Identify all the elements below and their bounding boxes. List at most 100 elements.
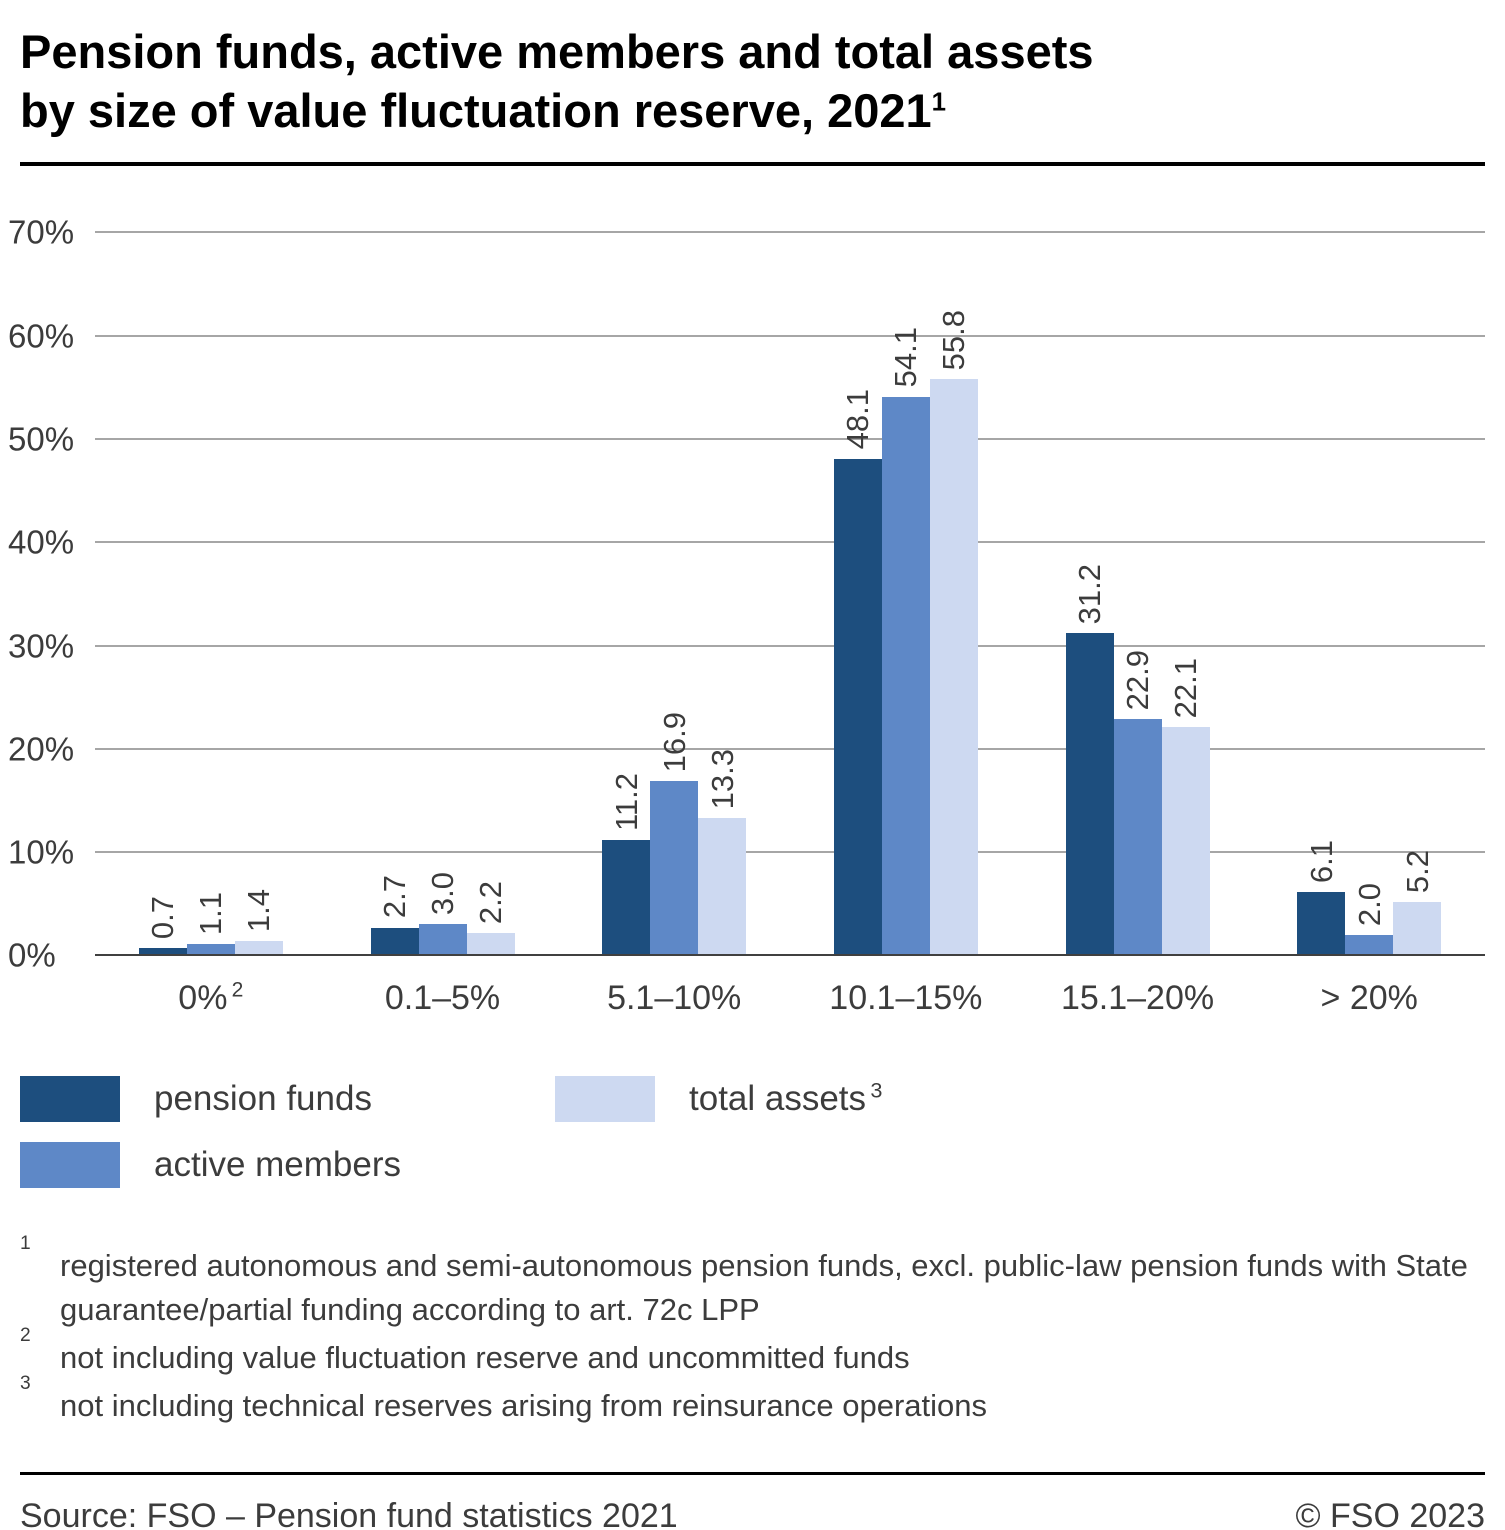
bar-wrap: 55.8	[929, 232, 978, 956]
category-footnote-marker: 2	[227, 979, 244, 1003]
bar-wrap: 3.0	[418, 232, 467, 956]
bar-wrap: 54.1	[881, 232, 930, 956]
title-divider-rule	[20, 162, 1485, 167]
footer-divider-rule	[20, 1472, 1485, 1475]
legend-swatch	[20, 1142, 120, 1189]
bar-wrap: 22.9	[1113, 232, 1162, 956]
gridline	[95, 644, 1485, 647]
y-axis-tick-label: 40%	[8, 523, 75, 561]
x-axis-line	[95, 954, 1485, 957]
bar-value-label: 22.1	[1168, 657, 1204, 719]
bar-active-members	[1345, 934, 1394, 956]
footnote-3: 3 not including technical reserves arisi…	[20, 1373, 1485, 1428]
bar-group: 2.7 3.0 2.2	[327, 232, 559, 956]
bar-value-label: 48.1	[840, 389, 876, 450]
legend: pension funds active members total assets …	[20, 1076, 1485, 1189]
gridline	[95, 747, 1485, 750]
bar-wrap: 13.3	[698, 232, 747, 956]
legend-label: active members	[154, 1145, 402, 1185]
y-axis-tick-label: 50%	[8, 420, 75, 458]
y-axis-tick-label: 0%	[8, 936, 56, 974]
legend-item-active-members: active members	[20, 1142, 555, 1189]
bar-wrap: 1.4	[234, 232, 283, 956]
title-line2: by size of value fluctuation reserve, 20…	[20, 84, 932, 138]
bar-value-label: 31.2	[1072, 563, 1108, 625]
bar-active-members	[650, 780, 699, 956]
footnote-2-text: not including value fluctuation reserve …	[60, 1340, 910, 1376]
bar-value-label: 54.1	[888, 327, 924, 388]
gridline	[95, 334, 1485, 337]
footnote-1-text: registered autonomous and semi-autonomou…	[60, 1248, 1468, 1328]
x-axis-category-label: 5.1–10%	[607, 979, 742, 1018]
bar-value-label: 55.8	[936, 309, 972, 371]
bar-group: 48.1 54.1 55.8	[790, 232, 1022, 956]
title-footnote-marker: 1	[931, 88, 947, 117]
gridline	[95, 541, 1485, 544]
bar-active-members	[186, 944, 235, 956]
bar-value-label: 1.1	[193, 891, 229, 936]
legend-footnote-marker: 3	[866, 1077, 883, 1103]
footnote-3-text: not including technical reserves arising…	[60, 1388, 988, 1424]
bar-wrap: 5.2	[1393, 232, 1442, 956]
bar-value-label: 0.7	[145, 896, 181, 940]
bar-wrap: 31.2	[1065, 232, 1114, 956]
bar-pension-funds	[138, 948, 187, 956]
bar-total-assets	[234, 940, 283, 956]
footnote-3-marker: 3	[20, 1373, 31, 1395]
bar-value-label: 6.1	[1303, 840, 1339, 884]
bar-value-label: 22.9	[1120, 649, 1156, 710]
bar-active-members	[1113, 718, 1162, 956]
bar-total-assets	[466, 932, 515, 956]
bar-value-label: 2.2	[473, 880, 508, 924]
bar-wrap: 0.7	[138, 232, 187, 956]
bar-value-label: 2.0	[1351, 882, 1387, 926]
bar-group: 6.1 2.0 5.2	[1253, 232, 1485, 956]
bar-wrap: 22.1	[1161, 232, 1210, 956]
bar-pension-funds	[602, 839, 651, 956]
bar-wrap: 48.1	[833, 232, 882, 956]
page: Pension funds, active members and total …	[0, 22, 1505, 1530]
bar-pension-funds	[1065, 633, 1114, 956]
legend-label: total assets 3	[689, 1077, 883, 1119]
x-axis-category-label: 10.1–15%	[829, 979, 983, 1018]
bar-value-label: 11.2	[608, 772, 644, 831]
bar-wrap: 16.9	[650, 232, 699, 956]
bar-wrap: 2.0	[1345, 232, 1394, 956]
bar-group: 11.2 16.9 13.3	[558, 232, 790, 956]
legend-swatch	[555, 1076, 655, 1123]
bar-value-label: 2.7	[377, 875, 412, 919]
bar-wrap: 1.1	[186, 232, 235, 956]
legend-label: pension funds	[154, 1079, 372, 1119]
bar-pension-funds	[833, 458, 882, 956]
title-line1: Pension funds, active members and total …	[20, 25, 1094, 78]
bar-total-assets	[698, 818, 747, 956]
bar-value-label: 13.3	[704, 748, 740, 810]
bar-total-assets	[1161, 727, 1210, 956]
bar-total-assets	[1393, 901, 1442, 956]
bar-value-label: 3.0	[425, 872, 460, 916]
x-axis-category-label: 0% 2	[178, 979, 244, 1018]
y-axis-tick-label: 60%	[8, 317, 75, 355]
footnote-1-marker: 1	[20, 1233, 31, 1255]
bar-total-assets	[929, 379, 978, 956]
bar-group: 0.7 1.1 1.4	[95, 232, 327, 956]
bar-active-members	[418, 924, 467, 956]
footnote-1: 1 registered autonomous and semi-autonom…	[20, 1233, 1485, 1332]
legend-item-total-assets: total assets 3	[555, 1076, 1485, 1123]
y-axis-tick-label: 70%	[8, 213, 75, 251]
footnotes: 1 registered autonomous and semi-autonom…	[20, 1233, 1485, 1428]
bar-wrap: 2.7	[370, 232, 419, 956]
gridline	[95, 851, 1485, 854]
bar-value-label: 1.4	[241, 888, 277, 932]
gridline	[95, 438, 1485, 441]
bar-chart: 0% 10% 20% 30% 40% 50% 60% 70% 0.7 1.1 1.4 2.7 3.0 2.…	[8, 216, 1485, 1018]
bar-groups: 0.7 1.1 1.4 2.7 3.0 2.2 11.2 16.9 13.3 48.1 54.1 55…	[95, 232, 1485, 956]
bar-wrap: 6.1	[1297, 232, 1346, 956]
y-axis-tick-label: 20%	[8, 730, 75, 768]
x-axis-labels: 0% 2 0.1–5% 5.1–10% 10.1–15% 15.1–20% > 20%	[95, 979, 1485, 1018]
legend-swatch	[20, 1076, 120, 1123]
source-text: Source: FSO – Pension fund statistics 20…	[20, 1497, 678, 1530]
gridline	[95, 231, 1485, 234]
bar-wrap: 11.2	[602, 232, 651, 956]
plot-area: 0% 10% 20% 30% 40% 50% 60% 70% 0.7 1.1 1.4 2.7 3.0 2.…	[8, 216, 1485, 972]
